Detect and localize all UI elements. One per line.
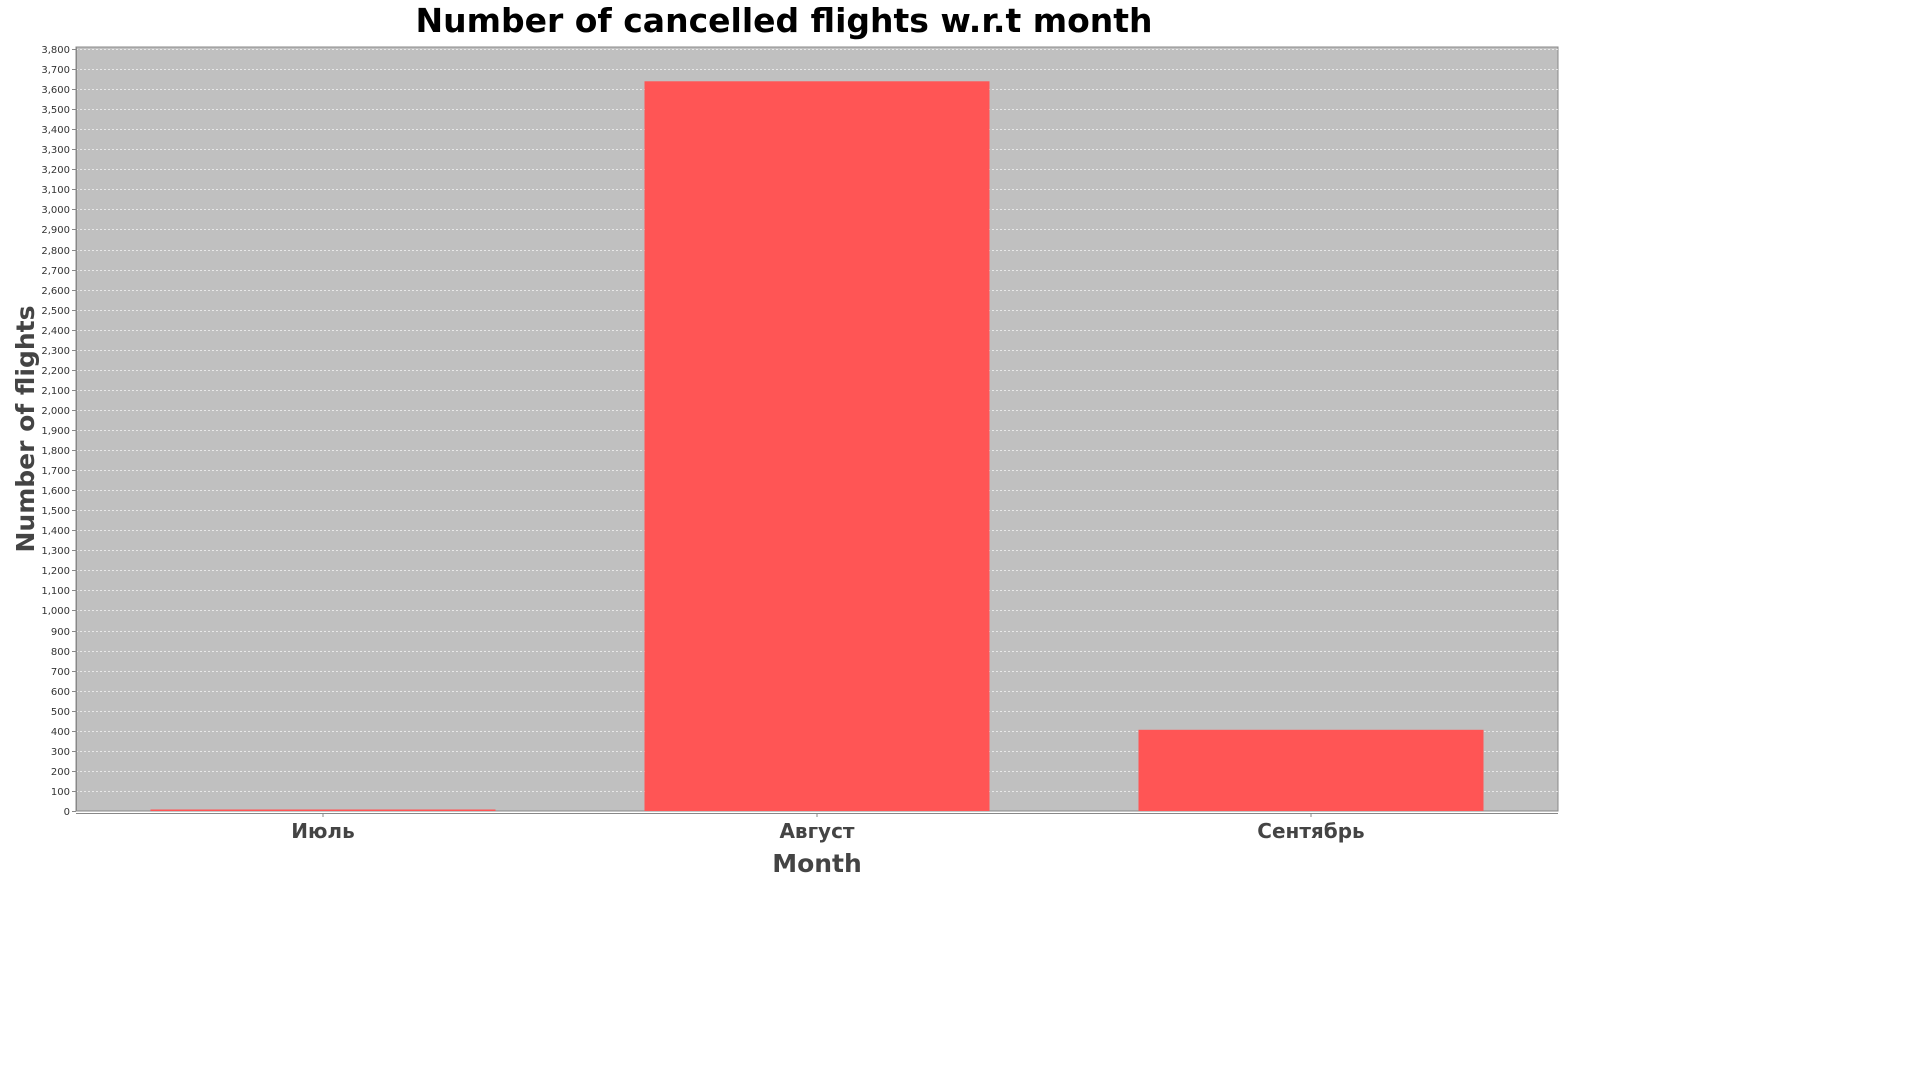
y-tick-label: 2,600 <box>41 286 70 297</box>
y-tick-label: 3,300 <box>41 145 70 156</box>
y-tick-label: 300 <box>51 747 70 758</box>
y-tick-label: 100 <box>51 787 70 798</box>
bar-2 <box>644 81 990 811</box>
y-tick-label: 3,200 <box>41 165 70 176</box>
y-tick-label: 700 <box>51 667 70 678</box>
y-tick-label: 0 <box>64 807 70 818</box>
x-tick-label: Сентябрь <box>1257 819 1364 843</box>
y-tick-label: 2,500 <box>41 306 70 317</box>
y-tick-label: 1,700 <box>41 466 70 477</box>
bar-chart: Number of cancelled flights w.r.t month … <box>11 1 1559 878</box>
x-axis-title: Month <box>772 849 862 878</box>
y-tick-label: 2,900 <box>41 225 70 236</box>
y-tick-label: 3,400 <box>41 125 70 136</box>
bar-3 <box>1138 729 1484 811</box>
y-tick-label: 3,800 <box>41 45 70 56</box>
y-tick-label: 2,300 <box>41 346 70 357</box>
y-axis: 0 100 200 300 400 500 600 700 800 900 1,000 1,100 1,… <box>41 45 77 818</box>
y-tick-label: 1,600 <box>41 486 70 497</box>
y-tick-label: 200 <box>51 767 70 778</box>
y-tick-label: 3,500 <box>41 105 70 116</box>
y-tick-label: 1,200 <box>41 566 70 577</box>
y-tick-label: 800 <box>51 647 70 658</box>
y-tick-label: 3,600 <box>41 85 70 96</box>
y-tick-label: 2,200 <box>41 366 70 377</box>
y-tick-label: 1,500 <box>41 506 70 517</box>
y-tick-label: 3,100 <box>41 185 70 196</box>
y-tick-label: 3,700 <box>41 65 70 76</box>
y-tick-label: 1,800 <box>41 446 70 457</box>
x-axis: Июль Август Сентябрь <box>76 813 1558 843</box>
y-tick-label: 1,400 <box>41 526 70 537</box>
y-tick-label: 500 <box>51 707 70 718</box>
y-tick-label: 2,700 <box>41 266 70 277</box>
x-tick-label: Июль <box>291 819 354 843</box>
y-tick-label: 3,000 <box>41 205 70 216</box>
bar-1 <box>150 809 496 811</box>
y-tick-label: 1,100 <box>41 586 70 597</box>
y-tick-label: 900 <box>51 627 70 638</box>
y-tick-label: 2,100 <box>41 386 70 397</box>
y-tick-label: 2,400 <box>41 326 70 337</box>
y-tick-label: 2,800 <box>41 246 70 257</box>
y-tick-label: 1,300 <box>41 546 70 557</box>
y-tick-label: 400 <box>51 727 70 738</box>
y-tick-label: 1,900 <box>41 426 70 437</box>
y-tick-label: 1,000 <box>41 606 70 617</box>
bars <box>150 81 1484 811</box>
y-tick-label: 2,000 <box>41 406 70 417</box>
y-axis-title: Number of flights <box>11 305 40 552</box>
y-tick-label: 600 <box>51 687 70 698</box>
x-tick-label: Август <box>779 819 854 843</box>
chart-title: Number of cancelled flights w.r.t month <box>415 1 1152 40</box>
